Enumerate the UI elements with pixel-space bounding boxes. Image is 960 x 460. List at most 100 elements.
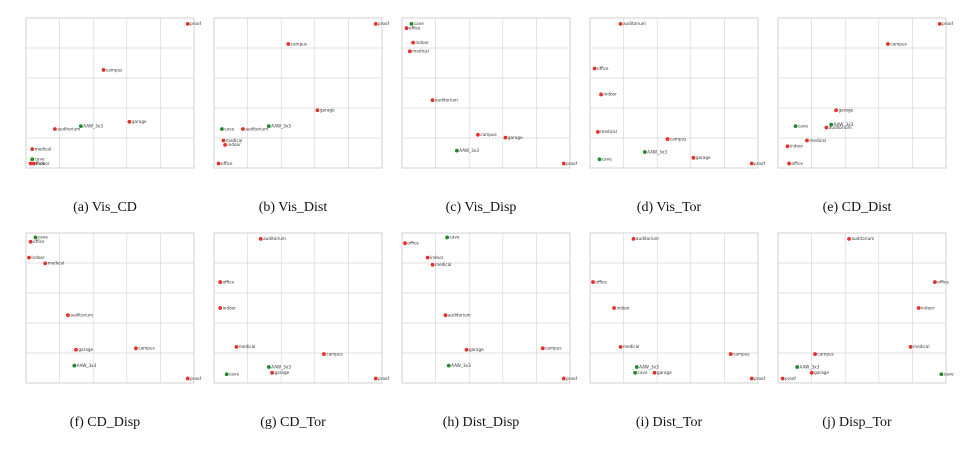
data-point [454,148,459,153]
data-point [834,108,838,113]
point-label: auditorium [829,125,852,130]
point-label: office [33,239,45,244]
point-label: campus [291,41,307,46]
data-point [787,161,791,166]
point-label: garage [320,108,335,113]
point-label: garage [132,119,147,124]
data-point [407,49,412,54]
point-label: AAW_3x3 [271,364,291,369]
point-label: proof [190,21,201,26]
data-point [30,157,35,162]
plot-frame [25,17,195,169]
data-point [185,21,190,26]
point-label: AAW_3x3 [77,363,97,368]
panel-caption: (d) Vis_Tor [636,200,702,215]
plot-frame [589,232,759,384]
panel-caption: (i) Dist_Tor [635,415,703,430]
point-label: campus [670,136,686,141]
point-label: campus [138,346,154,351]
data-point [270,370,274,375]
data-point [78,124,83,129]
point-label: garage [814,370,829,375]
point-label: campus [545,346,561,351]
panel-caption: (e) CD_Dist [822,200,892,215]
plot-frame [777,232,947,384]
data-point [503,135,508,140]
point-label: office [409,26,421,31]
panel-caption: (h) Dist_Disp [442,415,520,430]
data-point [633,370,638,375]
data-point [127,119,132,124]
data-point [642,150,647,154]
scatter-panel: auditorium office indoor medical campus AAW_3… [576,10,766,225]
data-point [266,365,271,369]
panel-caption: (g) CD_Tor [260,415,326,430]
point-label: garage [696,155,711,160]
data-point [286,42,291,46]
plot-frame [213,232,383,384]
point-label: indoor [31,255,45,260]
point-label: proof [566,376,577,381]
point-label: campus [480,132,496,137]
panel-caption: (a) Vis_CD [73,200,137,215]
scatter-plot: auditorium office indoor medical campus AAW_3… [213,232,390,384]
data-point [53,127,57,131]
point-label: AAW_3x3 [834,122,854,127]
data-point [445,235,450,240]
data-point [809,370,814,375]
point-label: medical [48,261,65,266]
data-point [74,347,78,352]
data-point [939,372,944,377]
point-label: cave [35,157,45,162]
data-point [430,98,435,103]
point-label: office [792,161,804,166]
data-point [101,68,106,72]
plot-frame [213,17,383,169]
data-point [258,236,263,241]
point-label: medical [35,146,52,151]
point-label: medical [412,49,429,54]
panel-caption: (b) Vis_Dist [258,200,328,215]
data-point [612,306,616,310]
point-label: AAW_3x3 [800,364,820,369]
data-point [241,127,245,131]
point-label: office [407,241,419,246]
point-label: proof [566,161,577,166]
data-point [476,132,480,137]
plot-frame [777,17,947,169]
data-point [185,376,190,381]
point-label: indoor [416,40,430,45]
point-label: auditorium [263,236,286,241]
point-label: proof [378,376,389,381]
panel-caption: (f) CD_Disp [69,415,141,430]
data-point [618,344,623,349]
data-point [403,241,407,246]
plot-frame [401,232,571,384]
data-point [315,108,320,113]
point-label: medical [600,129,617,134]
data-point [597,157,602,162]
point-label: proof [785,376,796,381]
point-label: AAW_3x3 [451,363,471,368]
scatter-panel: auditorium office indoor medical campus AAW_3… [200,225,390,440]
scatter-plot: auditorium office indoor medical campus AAW_3… [589,17,766,169]
point-label: proof [942,21,953,26]
data-point [216,161,221,166]
data-point [219,127,224,131]
scatter-panel: proof campus garage AAW_3x3 auditorium medica… [12,10,202,225]
plot-frame [589,17,759,169]
point-label: AAW_3x3 [639,364,659,369]
point-label: campus [326,351,342,356]
point-label: proof [378,21,389,26]
data-point [411,40,415,45]
point-label: campus [106,67,122,72]
data-point [592,66,597,71]
point-label: medical [809,138,826,143]
point-label: medical [226,138,243,143]
plot-frame [401,17,571,169]
data-point [33,235,38,240]
data-point [373,376,378,381]
